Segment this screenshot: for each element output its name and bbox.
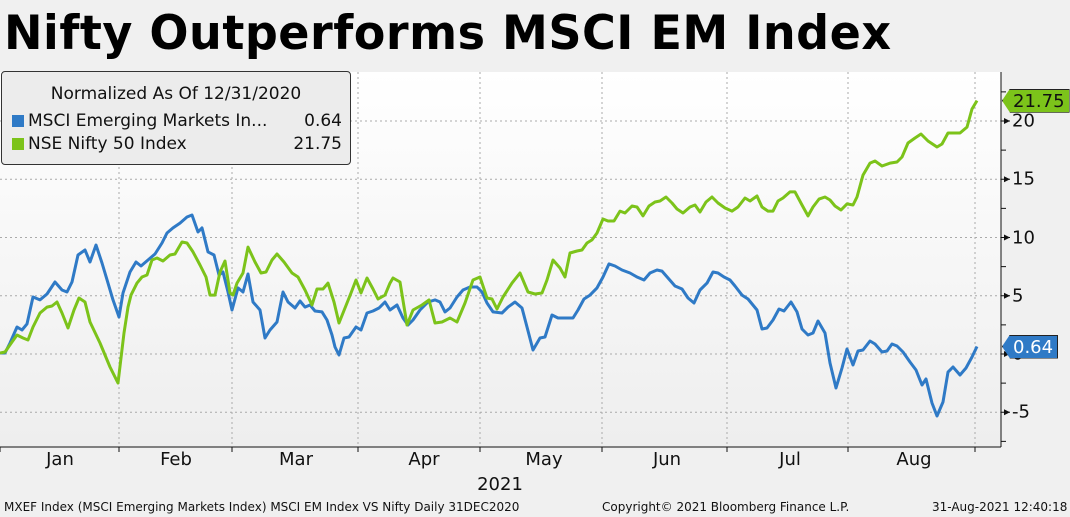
y-tick-label: 15 bbox=[1012, 168, 1035, 190]
legend-item-name: MSCI Emerging Markets In... bbox=[28, 111, 268, 131]
y-tick-label: 20 bbox=[1012, 110, 1035, 132]
series-lines bbox=[0, 99, 979, 418]
series-line bbox=[0, 213, 979, 418]
series-line bbox=[0, 99, 979, 385]
x-month-label: May bbox=[525, 449, 563, 470]
x-month-label: Mar bbox=[279, 449, 313, 470]
footer-copyright: Copyright© 2021 Bloomberg Finance L.P. bbox=[602, 500, 850, 514]
legend-box: Normalized As Of 12/31/2020 MSCI Emergin… bbox=[1, 71, 351, 165]
footer-ticker-info: MXEF Index (MSCI Emerging Markets Index)… bbox=[4, 500, 520, 514]
y-tick-arrow-icon bbox=[1004, 234, 1010, 241]
legend-item-msci: MSCI Emerging Markets In... 0.64 bbox=[12, 110, 342, 132]
legend-item-value: 0.64 bbox=[304, 111, 342, 131]
y-tick-label: 5 bbox=[1012, 285, 1024, 307]
y-tick-arrow-icon bbox=[1004, 176, 1010, 183]
y-axis-ticks bbox=[1001, 91, 1010, 442]
x-month-label: Aug bbox=[896, 449, 932, 470]
legend-item-name: NSE Nifty 50 Index bbox=[28, 134, 187, 154]
chart-title: Nifty Outperforms MSCI EM Index bbox=[4, 6, 892, 61]
msci-color-swatch-icon bbox=[12, 115, 24, 127]
footer-timestamp: 31-Aug-2021 12:40:18 bbox=[932, 500, 1068, 514]
x-axis-year-label: 2021 bbox=[477, 474, 523, 495]
x-month-label: Apr bbox=[408, 449, 440, 470]
legend-heading: Normalized As Of 12/31/2020 bbox=[50, 84, 302, 104]
y-tick-arrow-icon bbox=[1004, 409, 1010, 416]
nifty-color-swatch-icon bbox=[12, 138, 24, 150]
y-tick-arrow-icon bbox=[1004, 292, 1010, 299]
last-value-tag: 0.64 bbox=[1002, 334, 1059, 359]
y-tick-label: -5 bbox=[1012, 401, 1030, 423]
x-month-label: Jan bbox=[46, 449, 74, 470]
x-month-label: Jul bbox=[779, 449, 801, 470]
y-tick-label: 10 bbox=[1012, 227, 1035, 248]
x-axis-ticks bbox=[0, 447, 976, 452]
x-month-label: Jun bbox=[652, 449, 682, 470]
legend-item-value: 21.75 bbox=[293, 134, 342, 154]
last-value-tag: 21.75 bbox=[1002, 88, 1070, 113]
legend-item-nifty: NSE Nifty 50 Index 21.75 bbox=[12, 133, 342, 155]
y-tick-arrow-icon bbox=[1004, 118, 1010, 124]
x-month-label: Feb bbox=[160, 449, 192, 470]
